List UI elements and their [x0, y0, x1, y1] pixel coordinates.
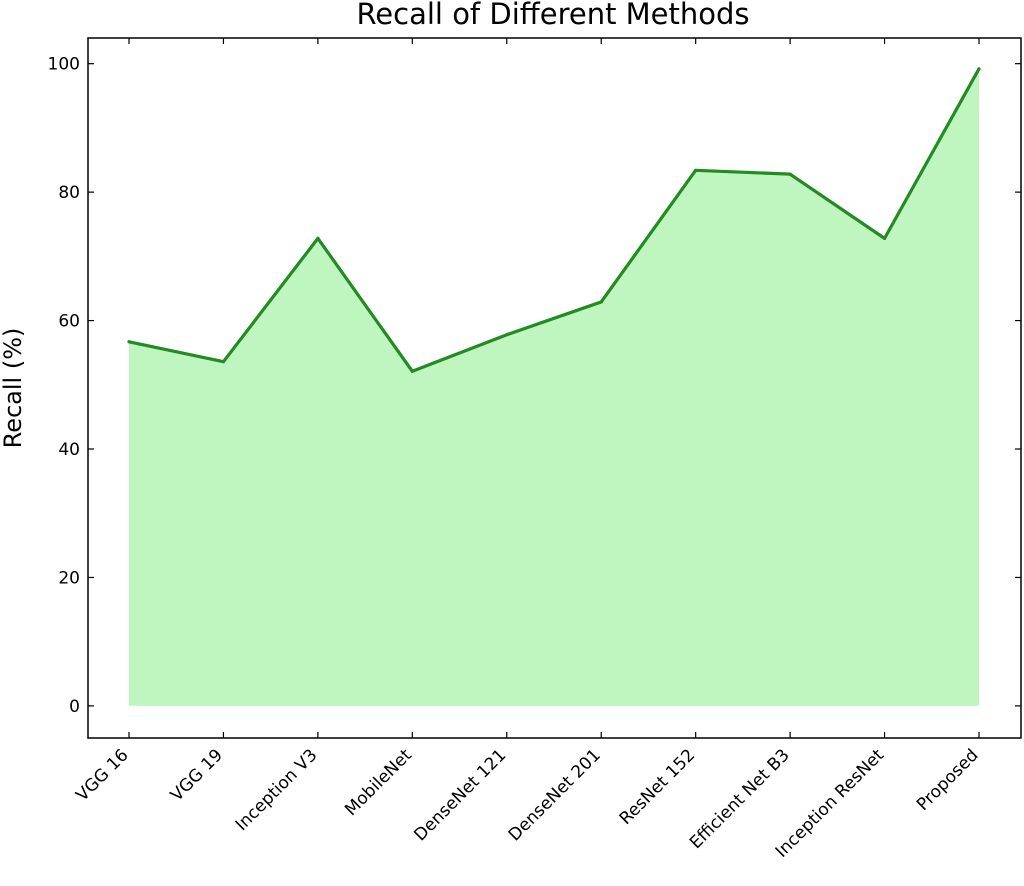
data-point-9	[977, 67, 981, 71]
x-tick-label: MobileNet	[341, 745, 416, 820]
data-point-8	[882, 236, 887, 240]
y-axis: 0 20 40 60 80 100	[48, 55, 1021, 717]
x-tick-label: Proposed	[913, 745, 982, 814]
data-point-5	[599, 300, 603, 304]
data-point-2	[316, 236, 320, 240]
x-tick-label: DenseNet 201	[505, 745, 605, 845]
data-point-0	[127, 340, 131, 344]
data-point-4	[505, 333, 509, 337]
y-tick-label: 60	[58, 312, 80, 332]
plot-area	[127, 67, 981, 706]
data-point-7	[788, 172, 792, 176]
x-tick-label: DenseNet 121	[410, 745, 510, 845]
x-tick-label: Efficient Net B3	[686, 745, 794, 853]
y-tick-label: 20	[58, 568, 80, 588]
x-tick-label: ResNet 152	[616, 745, 699, 828]
recall-line	[128, 68, 981, 373]
chart-title: Recall of Different Methods	[356, 0, 749, 31]
x-tick-label: VGG 19	[167, 745, 227, 805]
x-tick-label: VGG 16	[72, 745, 132, 805]
y-tick-label: 0	[69, 697, 80, 717]
y-tick-label: 40	[58, 440, 80, 460]
y-axis-label: Recall (%)	[0, 328, 27, 449]
axes-frame	[87, 37, 1022, 739]
x-tick-label: Inception V3	[232, 745, 322, 835]
data-point-3	[410, 369, 414, 373]
y-tick-label: 100	[48, 55, 80, 75]
data-point-6	[694, 168, 698, 172]
area-fill	[129, 68, 979, 706]
data-point-1	[221, 360, 226, 364]
y-tick-label: 80	[58, 183, 80, 203]
